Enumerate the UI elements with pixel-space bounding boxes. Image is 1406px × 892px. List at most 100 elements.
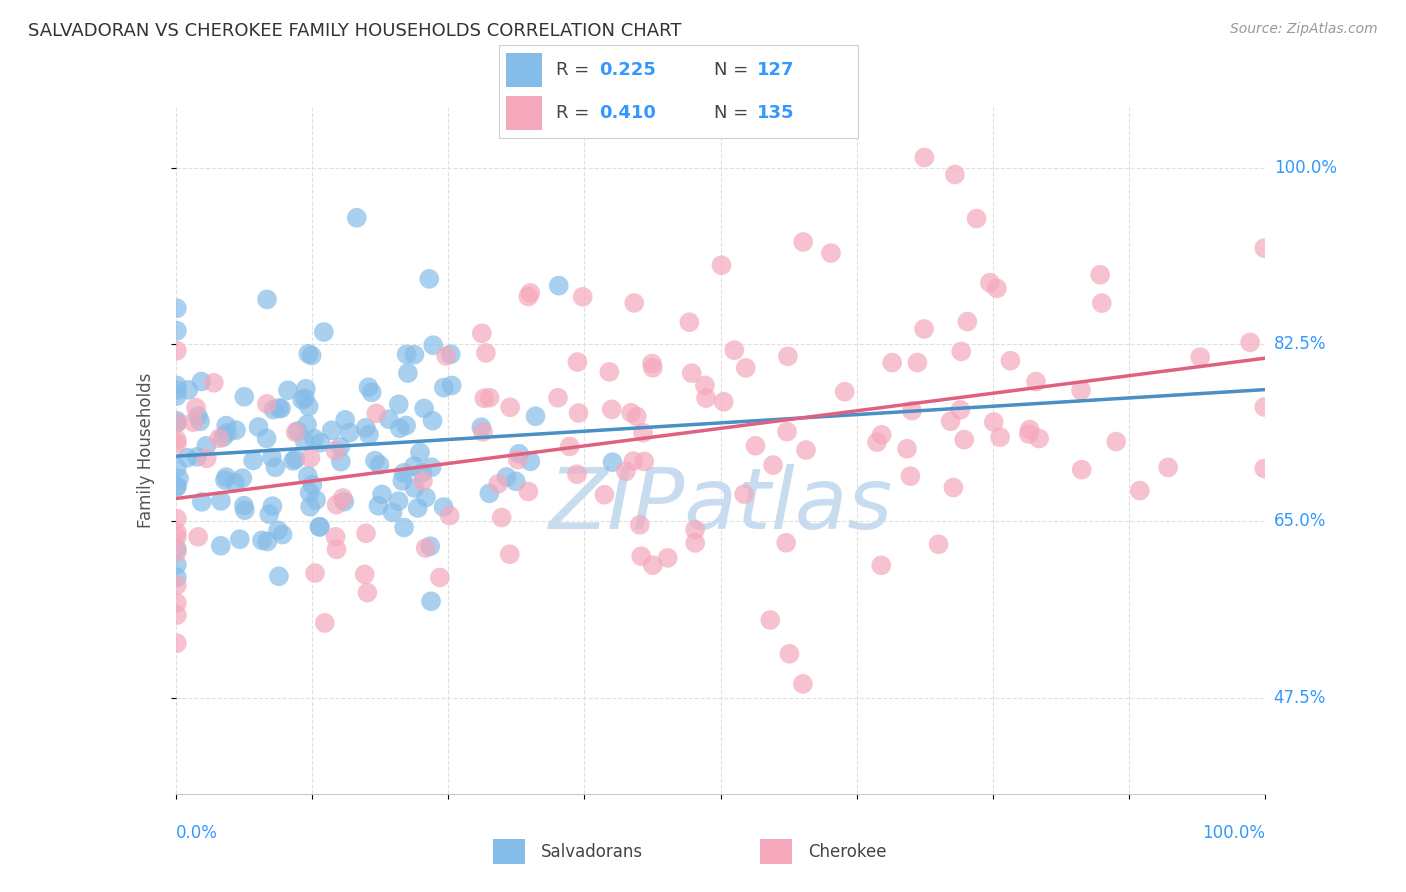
Point — [657, 550, 679, 565]
Point — [346, 211, 368, 225]
Point — [264, 460, 287, 475]
Point — [166, 301, 188, 316]
Point — [907, 355, 929, 369]
Point — [325, 443, 347, 458]
Point — [779, 647, 801, 661]
Point — [186, 450, 208, 464]
Point — [166, 416, 188, 430]
Point — [166, 389, 188, 403]
Point — [309, 520, 332, 534]
Text: ZIPatlas: ZIPatlas — [548, 464, 893, 547]
Point — [979, 276, 1001, 290]
Point — [695, 391, 717, 405]
Point — [402, 459, 425, 474]
Point — [413, 401, 436, 416]
Point — [1105, 434, 1128, 449]
FancyBboxPatch shape — [759, 839, 792, 864]
Point — [256, 293, 278, 307]
Point — [166, 530, 188, 544]
Point — [620, 406, 643, 420]
FancyBboxPatch shape — [506, 96, 543, 130]
Point — [209, 539, 232, 553]
Point — [166, 460, 188, 475]
Text: Salvadorans: Salvadorans — [541, 843, 643, 861]
Point — [901, 403, 924, 417]
Text: N =: N = — [714, 104, 754, 122]
Point — [262, 499, 284, 513]
Point — [939, 414, 962, 428]
Point — [396, 366, 419, 380]
Point — [870, 427, 893, 442]
Point — [571, 290, 593, 304]
Point — [1091, 296, 1114, 310]
Point — [693, 378, 716, 392]
Point — [759, 613, 782, 627]
Point — [472, 391, 495, 405]
Point — [792, 677, 814, 691]
Point — [208, 431, 231, 445]
Point — [391, 474, 413, 488]
FancyBboxPatch shape — [492, 839, 524, 864]
Point — [297, 347, 319, 361]
Point — [167, 471, 190, 485]
Point — [187, 530, 209, 544]
Point — [1253, 241, 1275, 255]
Point — [472, 425, 495, 439]
Point — [614, 464, 637, 478]
Point — [354, 421, 377, 435]
Point — [270, 401, 292, 416]
Point — [259, 507, 281, 521]
Text: 100.0%: 100.0% — [1202, 824, 1265, 842]
Text: SALVADORAN VS CHEROKEE FAMILY HOUSEHOLDS CORRELATION CHART: SALVADORAN VS CHEROKEE FAMILY HOUSEHOLDS… — [28, 22, 682, 40]
Point — [325, 530, 347, 544]
Point — [233, 503, 256, 517]
Point — [357, 427, 380, 442]
Text: 65.0%: 65.0% — [1274, 512, 1326, 530]
Point — [710, 258, 733, 272]
Point — [734, 360, 756, 375]
Point — [357, 380, 380, 394]
Point — [517, 289, 540, 303]
Point — [440, 378, 463, 392]
Point — [942, 481, 965, 495]
Point — [195, 451, 218, 466]
Point — [1129, 483, 1152, 498]
Point — [1018, 423, 1040, 437]
Point — [294, 434, 316, 449]
Point — [598, 365, 620, 379]
Point — [166, 578, 188, 592]
Point — [420, 594, 443, 608]
Point — [166, 541, 188, 556]
Point — [364, 453, 387, 467]
Point — [593, 488, 616, 502]
Point — [256, 397, 278, 411]
Point — [166, 636, 188, 650]
Point — [256, 534, 278, 549]
Point — [314, 615, 336, 630]
Point — [1189, 350, 1212, 364]
Point — [404, 481, 426, 495]
Text: Cherokee: Cherokee — [808, 843, 886, 861]
Point — [191, 495, 214, 509]
Point — [565, 467, 588, 482]
Text: Source: ZipAtlas.com: Source: ZipAtlas.com — [1230, 22, 1378, 37]
Point — [297, 468, 319, 483]
Point — [188, 414, 211, 428]
Point — [820, 246, 842, 260]
Point — [166, 383, 188, 397]
Point — [641, 360, 664, 375]
Text: 127: 127 — [758, 61, 794, 78]
Point — [166, 414, 188, 428]
Point — [775, 536, 797, 550]
Point — [229, 532, 252, 546]
Point — [986, 281, 1008, 295]
Point — [215, 425, 238, 440]
Point — [1025, 375, 1047, 389]
Point — [499, 547, 522, 561]
Text: 82.5%: 82.5% — [1274, 335, 1326, 353]
Point — [495, 470, 517, 484]
Point — [371, 487, 394, 501]
Point — [440, 347, 463, 361]
Point — [309, 435, 332, 450]
Text: 47.5%: 47.5% — [1274, 689, 1326, 707]
